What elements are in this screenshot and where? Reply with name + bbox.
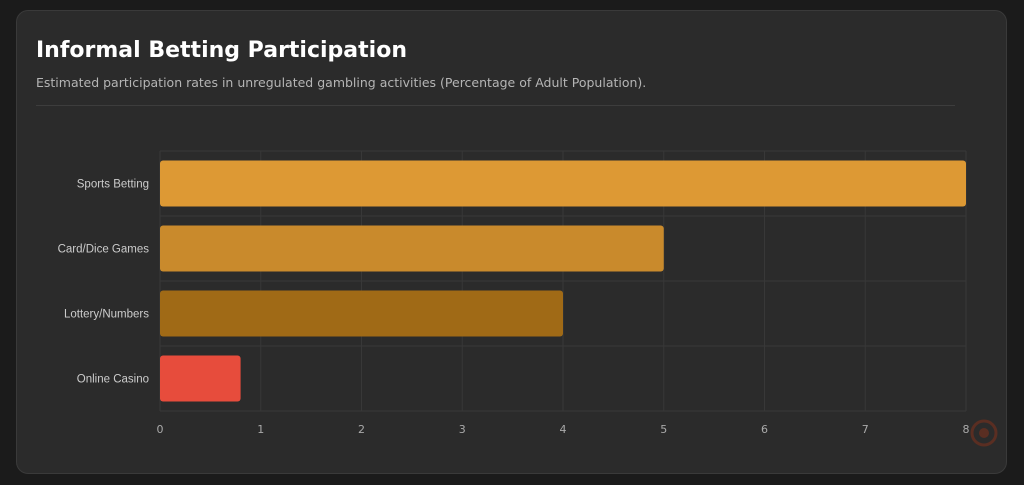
x-tick-label: 1 xyxy=(257,423,264,436)
y-tick-label: Lottery/Numbers xyxy=(64,309,149,321)
x-tick-label: 8 xyxy=(963,423,970,436)
x-tick-label: 2 xyxy=(358,423,365,436)
x-tick-label: 0 xyxy=(157,423,164,436)
x-tick-label: 5 xyxy=(660,423,667,436)
divider xyxy=(36,105,955,106)
bar xyxy=(160,290,563,337)
y-tick-label: Card/Dice Games xyxy=(58,244,150,256)
x-tick-label: 7 xyxy=(862,423,869,436)
bar xyxy=(160,160,966,207)
page-title: Informal Betting Participation xyxy=(36,38,407,63)
chip-icon xyxy=(970,419,998,447)
x-tick-label: 4 xyxy=(560,423,567,436)
y-tick-label: Sports Betting xyxy=(77,179,149,191)
y-tick-label: Online Casino xyxy=(77,374,149,386)
bar xyxy=(160,355,241,402)
x-tick-label: 6 xyxy=(761,423,768,436)
watermark-logo xyxy=(953,418,1015,454)
x-tick-label: 3 xyxy=(459,423,466,436)
page-subtitle: Estimated participation rates in unregul… xyxy=(36,75,647,90)
bar xyxy=(160,225,664,272)
